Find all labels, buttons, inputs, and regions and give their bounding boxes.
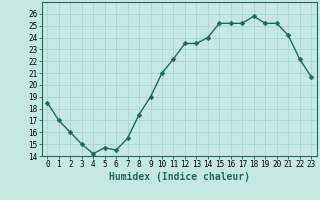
X-axis label: Humidex (Indice chaleur): Humidex (Indice chaleur) [109,172,250,182]
